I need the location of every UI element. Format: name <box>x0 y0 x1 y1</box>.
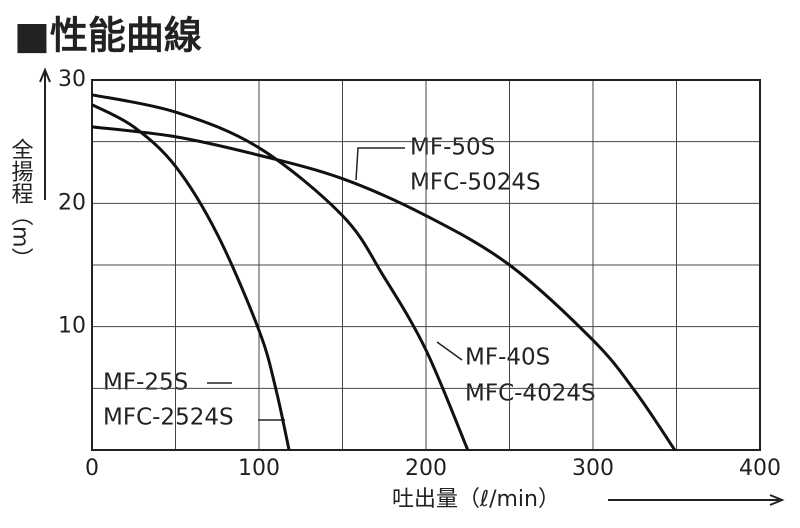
y-axis-label: 全揚程（m） <box>8 138 34 269</box>
x-axis-label: 吐出量（ℓ/min） <box>392 487 560 512</box>
y-tick-label: 30 <box>58 67 86 92</box>
chart-title: ■性能曲線 <box>14 14 202 58</box>
series-label: MFC-5024S <box>410 170 541 196</box>
series-label: MF-50S <box>410 135 495 161</box>
y-tick-label: 10 <box>58 314 86 339</box>
annotations <box>207 147 463 421</box>
leader-line <box>436 341 463 361</box>
line-series <box>91 125 677 451</box>
x-tick-label: 0 <box>85 456 99 481</box>
leader-line <box>355 147 405 181</box>
series-label: MFC-2524S <box>103 405 234 431</box>
line-series <box>91 103 291 451</box>
y-tick-label: 20 <box>58 190 86 215</box>
x-tick-label: 200 <box>405 456 447 481</box>
y-axis-arrow <box>39 67 51 200</box>
plot-frame <box>91 79 761 451</box>
x-tick-label: 300 <box>572 456 614 481</box>
series-label: MFC-4024S <box>465 381 596 407</box>
series-label: MF-25S <box>103 370 188 396</box>
line-series <box>91 93 470 451</box>
x-axis-arrow <box>608 494 785 506</box>
leader-line <box>207 382 285 421</box>
series-label: MF-40S <box>465 345 550 371</box>
x-tick-label: 400 <box>739 456 781 481</box>
x-tick-label: 100 <box>238 456 280 481</box>
